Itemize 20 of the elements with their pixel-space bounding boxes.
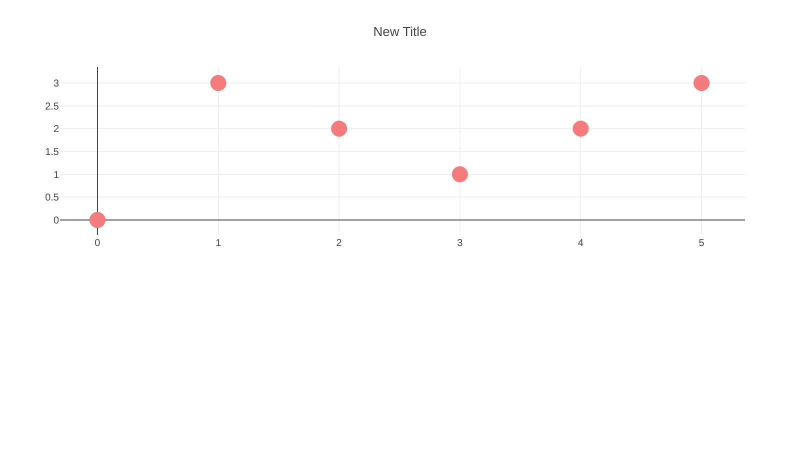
x-tick-label: 5	[698, 238, 705, 249]
point	[331, 120, 348, 137]
x-tick-label: 2	[336, 238, 342, 249]
y-tick-label: 0.5	[45, 192, 60, 204]
x-tick-label: 0	[94, 238, 101, 249]
point	[89, 212, 106, 228]
point	[572, 120, 589, 137]
point	[452, 166, 468, 182]
point	[210, 74, 226, 91]
x-tick-label: 3	[457, 238, 464, 249]
y-tick-label: 1.5	[45, 146, 60, 158]
y-tick-label: 2	[53, 124, 60, 136]
x-tick-label: 4	[578, 238, 584, 249]
x-tick-label: 1	[215, 238, 222, 249]
point	[694, 74, 710, 91]
y-tick-label: 1	[53, 170, 60, 181]
y-tick-label: 3	[53, 78, 60, 90]
y-tick-label: 0	[53, 215, 60, 226]
chart-title: New Title	[373, 24, 427, 40]
y-tick-label: 2.5	[45, 101, 60, 112]
